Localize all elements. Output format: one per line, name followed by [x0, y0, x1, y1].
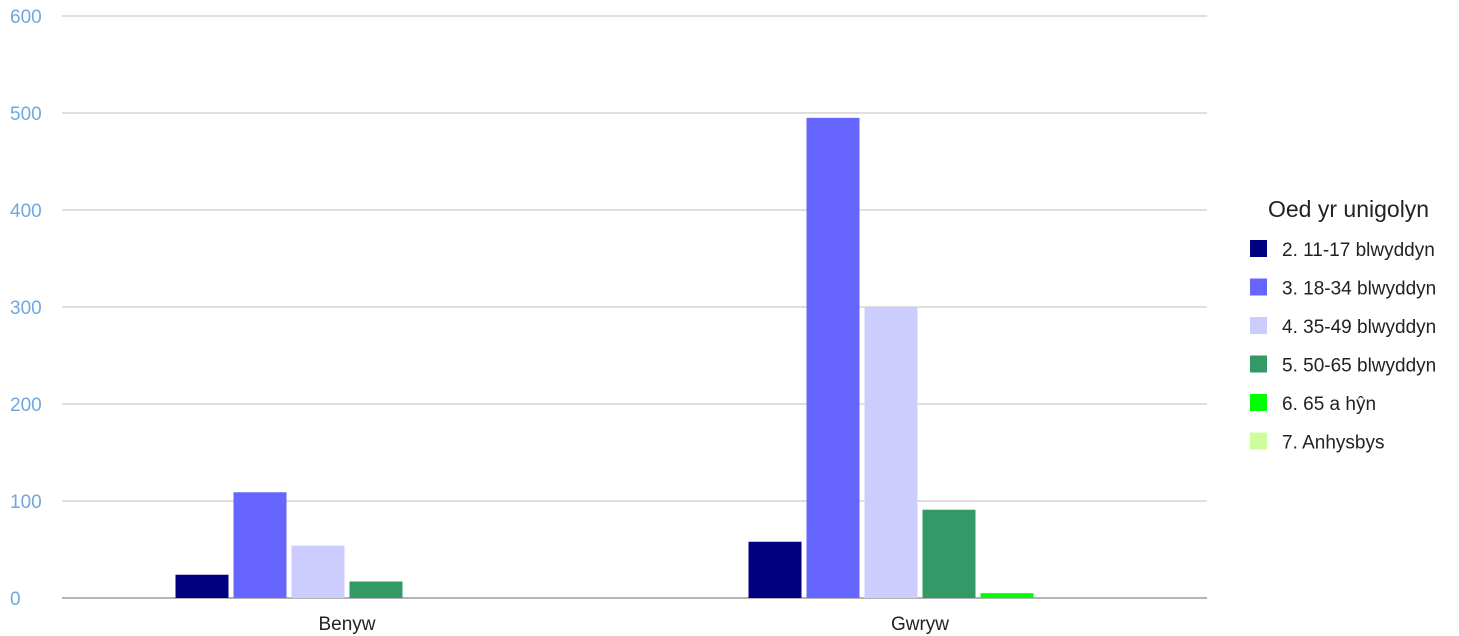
legend-swatch	[1250, 240, 1267, 257]
legend-swatch	[1250, 355, 1267, 373]
x-axis-ticks: Benyw Gwryw	[318, 614, 949, 635]
bar	[233, 492, 287, 598]
legend-swatch	[1250, 278, 1267, 296]
legend-label: 5. 50-65 blwyddyn	[1282, 356, 1436, 377]
y-tick-label: 0	[10, 589, 21, 610]
legend-label: 3. 18-34 blwyddyn	[1282, 279, 1436, 300]
y-tick-label: 300	[10, 298, 42, 319]
bar	[291, 545, 345, 598]
legend-label: 7. Anhysbys	[1282, 433, 1384, 454]
bar	[175, 574, 229, 598]
bar	[806, 117, 860, 598]
bar	[748, 541, 802, 598]
bar	[349, 581, 403, 598]
y-tick-label: 100	[10, 492, 42, 513]
x-tick-label: Gwryw	[891, 614, 949, 635]
legend-label: 6. 65 a hŷn	[1282, 394, 1376, 415]
legend-label: 4. 35-49 blwyddyn	[1282, 317, 1436, 338]
legend-swatch	[1250, 394, 1267, 411]
y-tick-label: 200	[10, 395, 42, 416]
y-tick-label: 500	[10, 104, 42, 125]
bar	[864, 307, 918, 598]
y-tick-label: 600	[10, 7, 42, 28]
legend-label: 2. 11-17 blwyddyn	[1282, 240, 1435, 261]
bar	[922, 509, 976, 598]
y-axis-ticks: 0 100 200 300 400 500 600	[10, 7, 42, 610]
bar	[980, 593, 1034, 598]
legend-title: Oed yr unigolyn	[1268, 196, 1429, 222]
bars	[175, 117, 1034, 598]
legend-swatch	[1250, 432, 1267, 450]
x-tick-label: Benyw	[318, 614, 375, 635]
y-tick-label: 400	[10, 201, 42, 222]
legend: Oed yr unigolyn 2. 11-17 blwyddyn 3. 18-3…	[1250, 196, 1436, 454]
legend-swatch	[1250, 317, 1267, 334]
